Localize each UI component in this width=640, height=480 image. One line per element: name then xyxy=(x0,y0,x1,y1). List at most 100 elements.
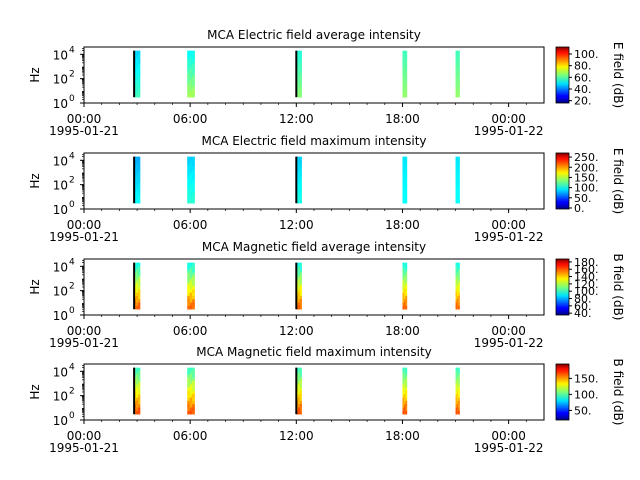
spectrogram-cell xyxy=(458,407,460,412)
spectrogram-cell xyxy=(455,53,458,58)
spectrogram-cell xyxy=(458,156,460,161)
x-date-label: 1995-01-21 xyxy=(49,124,119,138)
spectrogram-cell xyxy=(192,176,195,181)
spectrogram-cell xyxy=(134,384,137,388)
spectrogram-cell xyxy=(189,279,193,283)
spectrogram-cell xyxy=(192,189,195,194)
spectrogram-cell xyxy=(405,196,408,201)
spectrogram-cell xyxy=(296,156,299,161)
spectrogram-cell xyxy=(296,87,299,91)
spectrogram-cell xyxy=(402,275,405,280)
spectrogram-burst xyxy=(187,50,195,98)
spectrogram-cell xyxy=(298,285,301,290)
spectrogram-cell xyxy=(456,370,459,375)
spectrogram-cell xyxy=(403,80,406,85)
spectrogram-cell xyxy=(134,176,137,181)
spectrogram-cell xyxy=(458,193,460,197)
spectrogram-cell xyxy=(299,374,302,378)
spectrogram-cell xyxy=(298,377,301,382)
spectrogram-cell xyxy=(298,390,301,395)
spectrogram-cell xyxy=(187,60,190,65)
spectrogram-cell xyxy=(138,87,141,91)
spectrogram-cell xyxy=(138,77,141,81)
spectrogram-cell xyxy=(296,269,299,273)
y-tick-label: 10 xyxy=(53,48,68,62)
spectrogram-cell xyxy=(192,196,195,201)
spectrogram-cell xyxy=(403,387,406,392)
spectrogram-cell xyxy=(403,163,406,167)
spectrogram-cell xyxy=(136,87,139,91)
spectrogram-cell xyxy=(138,67,141,71)
spectrogram-cell xyxy=(403,179,406,184)
spectrogram-cell xyxy=(299,387,302,392)
spectrogram-cell xyxy=(403,390,406,395)
spectrogram-cell xyxy=(458,397,460,402)
spectrogram-cell xyxy=(402,292,405,297)
spectrogram-cell xyxy=(455,404,458,408)
spectrogram-cell xyxy=(405,374,408,378)
spectrogram-cell xyxy=(455,183,458,187)
spectrogram-cell xyxy=(405,282,408,287)
spectrogram-cell xyxy=(296,80,299,85)
spectrogram-cell xyxy=(299,77,302,81)
spectrogram-cell xyxy=(455,292,458,297)
spectrogram-cell xyxy=(298,67,301,71)
colorbar-gradient xyxy=(555,46,570,104)
spectrogram-cell xyxy=(134,275,137,280)
spectrogram-cell xyxy=(192,305,195,310)
spectrogram-cell xyxy=(296,189,299,194)
spectrogram-cell xyxy=(299,390,302,395)
spectrogram-cell xyxy=(187,400,190,405)
spectrogram-cell xyxy=(403,302,406,307)
spectrogram-cell xyxy=(455,67,458,71)
spectrogram-cell xyxy=(405,367,408,372)
x-tick-label: 00:00 xyxy=(491,324,526,338)
spectrogram-cell xyxy=(296,166,299,171)
spectrogram-cell xyxy=(187,410,190,415)
spectrogram-cell xyxy=(134,67,137,71)
spectrogram-cell xyxy=(455,289,458,293)
spectrogram-cell xyxy=(187,279,190,283)
spectrogram-cell xyxy=(296,380,299,385)
spectrogram-cell xyxy=(299,275,302,280)
spectrogram-cell xyxy=(405,73,408,78)
colorbar-tick-label: 140. xyxy=(574,271,599,284)
colorbar-label: B field (dB) xyxy=(611,254,625,321)
spectrogram-cell xyxy=(138,169,141,174)
x-tick-label: 06:00 xyxy=(173,112,208,126)
spectrogram-cell xyxy=(189,275,193,280)
spectrogram-cell xyxy=(136,53,139,58)
spectrogram-cell xyxy=(189,295,193,300)
spectrogram-cell xyxy=(134,60,137,65)
spectrogram-cell xyxy=(136,183,139,187)
spectrogram-cell xyxy=(456,279,459,283)
spectrogram-cell xyxy=(192,83,195,88)
spectrogram-cell xyxy=(458,67,460,71)
spectrogram-cell xyxy=(456,397,459,402)
spectrogram-cell xyxy=(138,159,141,164)
spectrogram-cell xyxy=(299,159,302,164)
spectrogram-cell xyxy=(187,370,190,375)
spectrogram-cell xyxy=(456,295,459,300)
spectrogram-cell xyxy=(136,292,139,297)
spectrogram-cell xyxy=(136,63,139,68)
spectrogram-cell xyxy=(455,159,458,164)
colorbar: 20.40.60.80.100. E field (dB) xyxy=(555,42,625,108)
spectrogram-cell xyxy=(136,166,139,171)
spectrogram-cell xyxy=(458,394,460,398)
spectrogram-cell xyxy=(189,384,193,388)
spectrogram-cell xyxy=(192,387,195,392)
x-tick-label: 12:00 xyxy=(279,324,314,338)
x-date-label: 1995-01-22 xyxy=(474,441,544,455)
spectrogram-cell xyxy=(138,394,141,398)
spectrogram-cell xyxy=(456,390,459,395)
spectrogram-cell xyxy=(403,407,406,412)
spectrogram-cell xyxy=(405,380,408,385)
spectrogram-cell xyxy=(402,380,405,385)
spectrogram-cell xyxy=(134,189,137,194)
spectrogram-cell xyxy=(189,80,193,85)
spectrogram-cell xyxy=(402,384,405,388)
spectrogram-cell xyxy=(136,77,139,81)
spectrogram-cell xyxy=(187,93,190,98)
spectrogram-cell xyxy=(458,400,460,405)
